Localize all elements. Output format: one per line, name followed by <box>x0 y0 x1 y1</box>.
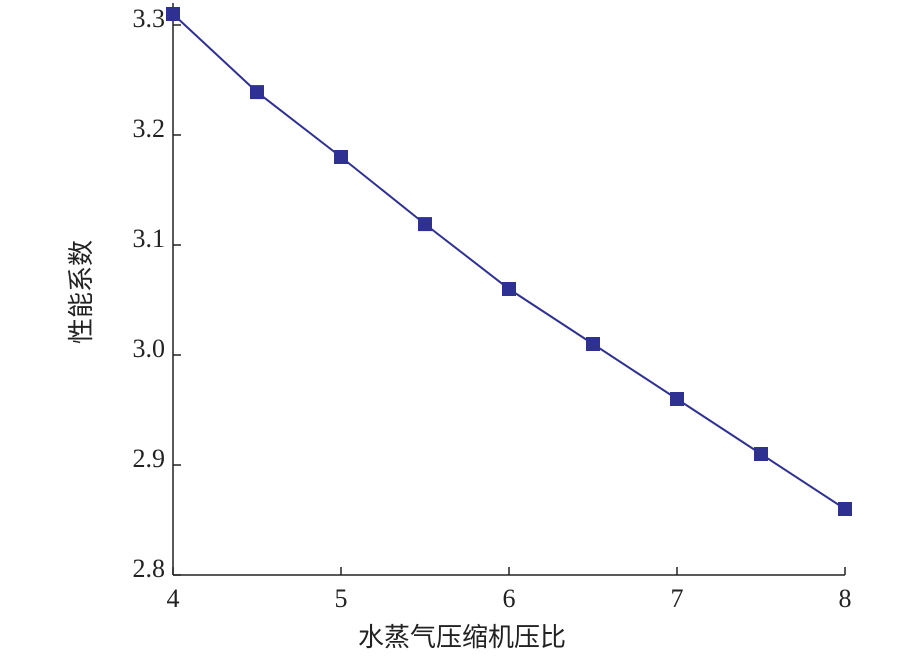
x-tick-label: 4 <box>167 584 180 613</box>
x-tick-label: 6 <box>503 584 516 613</box>
marker <box>502 282 516 296</box>
line <box>172 13 846 510</box>
x-axis-title: 水蒸气压缩机压比 <box>358 623 566 652</box>
x-tick-label: 5 <box>335 584 348 613</box>
x-tick-label: 8 <box>839 584 852 613</box>
marker <box>838 502 852 516</box>
marker <box>166 7 180 21</box>
y-tick-label: 3.3 <box>133 4 166 33</box>
marker <box>754 447 768 461</box>
y-tick-label: 2.9 <box>133 444 166 473</box>
y-tick-label: 3.2 <box>133 114 166 143</box>
marker <box>250 85 264 100</box>
marker <box>670 392 684 406</box>
x-tick-label: 7 <box>671 584 684 613</box>
y-axis-title: 性能系数 <box>67 240 96 344</box>
y-tick-label: 3.1 <box>133 224 166 253</box>
marker <box>334 150 348 164</box>
y-tick-label: 3.0 <box>133 334 166 363</box>
y-tick-label: 2.8 <box>133 554 166 583</box>
marker <box>418 217 432 232</box>
marker <box>586 337 600 351</box>
